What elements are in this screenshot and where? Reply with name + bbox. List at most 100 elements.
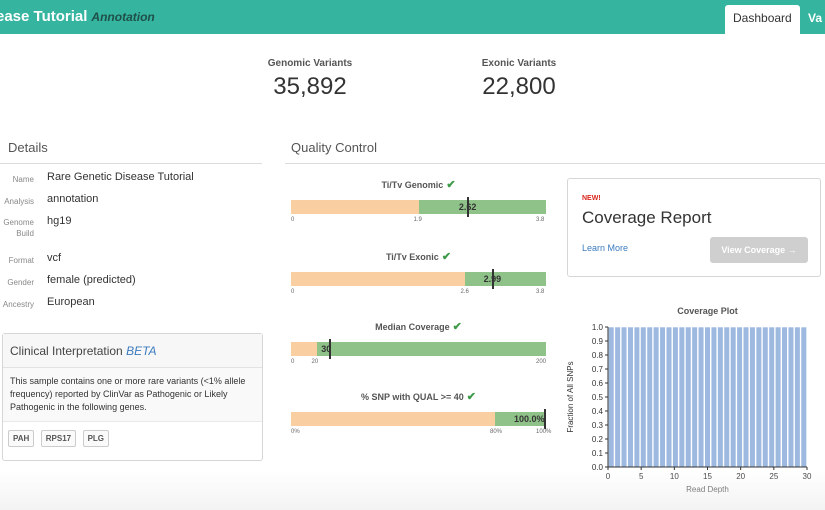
check-icon: ✔	[452, 321, 462, 333]
gauge-title: Ti/Tv Genomic ✔	[291, 178, 546, 191]
learn-more-link[interactable]: Learn More	[582, 243, 629, 253]
gauge-value: 2.99	[483, 274, 502, 284]
gene-list: PAH RPS17 PLG	[3, 422, 262, 453]
stat-value: 35,892	[273, 73, 347, 100]
y-tick-label: 0.7	[592, 365, 604, 374]
chart-bar	[710, 326, 718, 468]
gauge-title: Ti/Tv Exonic ✔	[291, 250, 546, 263]
beta-badge: BETA	[126, 344, 157, 358]
stat-exonic-variants: Exonic Variants 22,800	[471, 58, 567, 101]
check-icon: ✔	[441, 251, 452, 263]
detail-value: female (predicted)	[47, 274, 136, 286]
gauge-pass-zone	[418, 200, 546, 214]
chart-bar	[633, 326, 640, 468]
gauge-value: 2.62	[458, 202, 477, 212]
gauge-tick-label: 0	[291, 289, 295, 295]
stat-label: Exonic Variants	[481, 58, 557, 69]
stat-label: Genomic Variants	[267, 58, 353, 69]
detail-key: Name	[12, 175, 34, 184]
clinical-interpretation-card: Clinical Interpretation BETA This sample…	[2, 333, 263, 461]
gauge-tick-label: 200	[536, 359, 547, 365]
view-coverage-button[interactable]: View Coverage →	[710, 237, 808, 263]
chart-bar	[800, 326, 807, 468]
chart-bar	[697, 326, 705, 468]
gene-tag-plg[interactable]: PLG	[82, 430, 110, 447]
chart-bar	[794, 326, 801, 468]
gauge-title-text: % SNP with QUAL >= 40	[361, 392, 464, 402]
chart-bar	[717, 326, 724, 468]
check-icon: ✔	[446, 179, 456, 191]
chart-bar	[646, 326, 653, 468]
y-tick-label: 0.0	[592, 463, 604, 472]
chart-bar	[685, 326, 692, 468]
gauge-bar: 30 0 20 200	[291, 339, 546, 365]
quality-divider	[285, 163, 825, 164]
gauge-pass-zone	[465, 272, 546, 286]
stat-value: 22,800	[482, 73, 556, 100]
detail-key: Format	[8, 256, 34, 265]
card-header: Clinical Interpretation BETA	[3, 334, 262, 368]
gauge-value: 100.0%	[514, 414, 545, 424]
detail-key: Gender	[7, 278, 34, 287]
coverage-report-title: Coverage Report	[582, 208, 712, 227]
chart-bar	[781, 326, 788, 468]
y-tick-label: 0.6	[592, 379, 604, 388]
detail-key: Ancestry	[2, 300, 34, 309]
gene-tag-pah[interactable]: PAH	[8, 430, 35, 447]
gauge-pass-zone	[316, 342, 546, 356]
gauge-tick-label: 0	[291, 217, 295, 223]
chart-bar	[704, 326, 711, 468]
gauge-tick-label: 100%	[536, 429, 552, 435]
brand-subtitle: Annotation	[91, 10, 155, 24]
gauge-tick-label: 0%	[291, 429, 300, 435]
gauge-bar: 2.99 0 2.6 3.8	[291, 269, 546, 295]
chart-bar	[608, 326, 615, 468]
tab-second[interactable]: Va	[808, 11, 823, 25]
chart-bar	[749, 326, 756, 468]
tab-dashboard[interactable]: Dashboard	[725, 5, 800, 34]
detail-value: European	[47, 296, 95, 308]
chart-bar	[620, 326, 628, 468]
gauge-pass-zone	[495, 412, 546, 426]
y-tick-label: 0.2	[592, 435, 604, 444]
gauge-marker	[466, 197, 469, 217]
chart-bar	[653, 326, 660, 468]
check-icon: ✔	[466, 391, 476, 403]
coverage-plot: Coverage Plot 0.0 0.1 0.2 0.3 0.4 0.5 0.6 0.7 0.8…	[566, 306, 812, 494]
gauge-title-text: Ti/Tv Genomic	[381, 180, 444, 190]
y-tick-label: 0.9	[592, 337, 604, 346]
gauge-tick-label: 0	[291, 359, 295, 365]
gauge-tick-label: 20	[311, 359, 319, 365]
chart-bar	[787, 326, 795, 468]
gauge-title-text: Median Coverage	[375, 322, 450, 332]
chart-bar	[691, 326, 698, 468]
card-body-text: This sample contains one or more rare va…	[3, 368, 262, 422]
gauge-bar: 2.62 0 1.9 3.8	[291, 197, 546, 223]
gauge-value: 30	[321, 344, 332, 354]
chart-bar	[672, 326, 679, 468]
chart-bar	[659, 326, 666, 468]
gauge-bar: 100.0% 0% 80% 100%	[291, 409, 551, 435]
gauge-title: % SNP with QUAL >= 40 ✔	[291, 390, 546, 403]
stat-genomic-variants: Genomic Variants 35,892	[262, 58, 358, 101]
gauge-tick-label: 80%	[490, 429, 503, 435]
app-brand[interactable]: ease Tutorial Annotation	[0, 8, 155, 25]
chart-bar	[640, 326, 647, 468]
chart-bar	[678, 326, 685, 468]
y-tick-label: 0.1	[592, 449, 604, 458]
gauge-marker	[491, 269, 494, 289]
y-tick-label: 1.0	[592, 323, 604, 332]
y-tick-label: 0.8	[592, 351, 604, 360]
details-title: Details	[8, 140, 48, 155]
gene-tag-rps17[interactable]: RPS17	[40, 430, 77, 447]
y-tick-label: 0.5	[592, 393, 604, 402]
gauge-tick-label: 2.6	[460, 289, 469, 295]
gauge-marker	[329, 339, 332, 359]
chart-bar	[614, 326, 621, 468]
gauge-tick-label: 1.9	[413, 217, 422, 223]
chart-bar	[775, 326, 782, 468]
quality-control-title: Quality Control	[291, 140, 377, 155]
detail-value: Rare Genetic Disease Tutorial	[47, 171, 194, 183]
brand-title: ease Tutorial	[0, 8, 88, 25]
detail-key: Analysis	[4, 197, 34, 206]
